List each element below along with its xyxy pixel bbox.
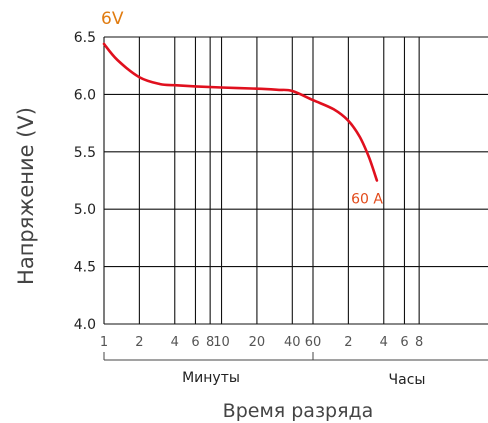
group-label-hours: Часы [389, 372, 426, 388]
y-tick-label: 5.5 [74, 145, 96, 161]
y-axis-label: Напряжение (V) [14, 107, 38, 285]
x-tick-label: 8 [206, 335, 214, 350]
group-label-minutes: Минуты [182, 370, 240, 386]
series-line-60a [102, 42, 379, 182]
x-tick-label: 40 [284, 335, 301, 350]
series-label: 60 A [351, 192, 383, 208]
vertical-grid [103, 37, 420, 324]
x-tick-label: 1 [100, 335, 108, 350]
x-tick-label: 10 [213, 335, 230, 350]
y-tick-labels: 4.0 4.5 5.0 5.5 6.0 6.5 [74, 30, 96, 333]
x-tick-label: 20 [249, 335, 266, 350]
x-tick-label: 8 [415, 335, 423, 350]
x-tick-labels: 1 2 4 6 810 20 40 60 2 4 6 8 [100, 335, 423, 350]
x-tick-label: 2 [135, 335, 143, 350]
chart-title: 6V [101, 9, 124, 29]
x-axis-label: Время разряда [223, 400, 374, 422]
y-tick-label: 5.0 [74, 202, 96, 218]
horizontal-grid [104, 36, 488, 325]
x-tick-label: 2 [344, 335, 352, 350]
x-tick-label: 6 [400, 335, 408, 350]
y-tick-label: 6.0 [74, 87, 96, 103]
x-tick-label: 4 [171, 335, 179, 350]
y-tick-label: 4.0 [74, 317, 96, 333]
y-tick-label: 4.5 [74, 260, 96, 276]
x-tick-label: 6 [191, 335, 199, 350]
y-tick-label: 6.5 [74, 30, 96, 46]
x-tick-label: 4 [380, 335, 388, 350]
series-group: 60 A [102, 42, 383, 208]
x-tick-label: 60 [305, 335, 322, 350]
